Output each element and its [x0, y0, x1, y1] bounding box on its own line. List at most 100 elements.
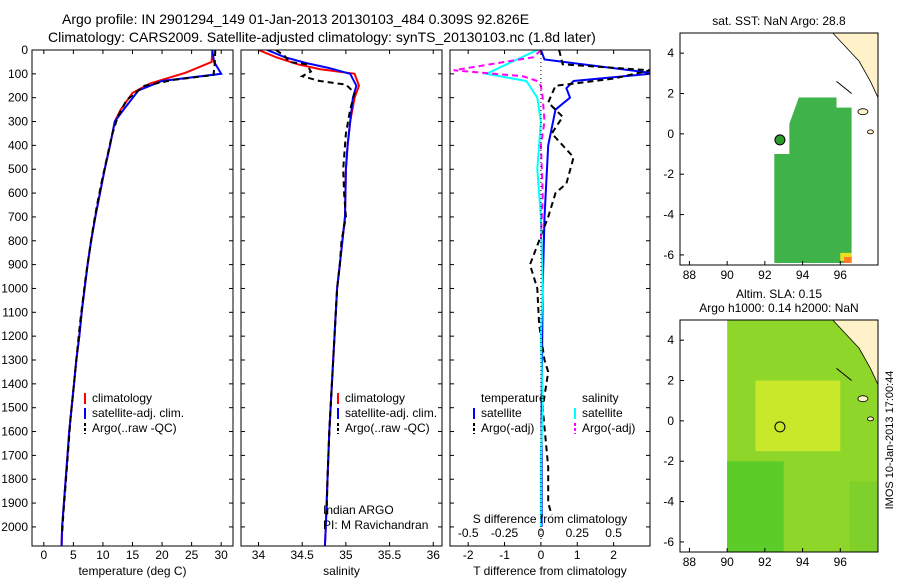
difference-legend-label: satellite — [582, 406, 623, 420]
sst-map-ytick-label: -4 — [663, 208, 674, 222]
sla-map-frame — [679, 319, 879, 553]
temperature-profile-ytick-label: 500 — [8, 162, 28, 176]
salinity-profile-xtick-label: 35.5 — [378, 548, 402, 562]
temperature-legend-label: Argo(..raw -QC) — [92, 421, 177, 435]
temperature-profile-xtick-label: 30 — [214, 548, 228, 562]
sst-map-ytick-label: 0 — [667, 127, 674, 141]
difference-legend-label: Argo(-adj) — [481, 421, 534, 435]
sst-map-xtick-label: 88 — [683, 268, 697, 282]
difference-profile-series-1 — [528, 50, 650, 516]
sla-map-ytick-label: 0 — [667, 414, 674, 428]
sst-map-xtick-label: 94 — [796, 268, 810, 282]
difference-legend-label: Argo(-adj) — [582, 421, 635, 435]
salinity-profile-series-0 — [258, 50, 361, 546]
difference-top-tick-label: 0.25 — [566, 526, 590, 540]
difference-profile-series-0 — [539, 50, 650, 527]
temperature-profile-ytick-label: 1100 — [2, 305, 28, 319]
temperature-profile-ytick-label: 1000 — [1, 281, 28, 295]
salinity-legend-label: climatology — [345, 391, 405, 405]
temperature-profile-ytick-label: 1200 — [1, 329, 28, 343]
temperature-profile-ytick-label: 800 — [8, 234, 28, 248]
temperature-profile-frame — [31, 49, 234, 547]
temperature-profile-ytick-label: 600 — [8, 186, 28, 200]
salinity-note-line2: PI: M Ravichandran — [323, 518, 428, 532]
temperature-profile-series-2 — [61, 50, 217, 535]
temperature-profile-ytick-label: 1800 — [1, 472, 28, 486]
difference-top-tick-label: 0.5 — [605, 526, 622, 540]
temperature-profile-xtick-label: 5 — [70, 548, 77, 562]
temperature-profile-xtick-label: 0 — [40, 548, 47, 562]
sst-map-island-simeulue — [836, 81, 852, 94]
sst-map-island-nias — [857, 108, 869, 116]
salinity-note-line1: Indian ARGO — [323, 503, 394, 517]
difference-profile-xtick-label: 2 — [610, 548, 617, 562]
sla-map-island-simeulue — [836, 368, 852, 381]
sla-map-xtick-label: 90 — [720, 555, 734, 569]
sla-map-title-1: Argo h1000: 0.14 h2000: NaN — [699, 301, 858, 315]
difference-top-tick-label: -0.5 — [458, 526, 479, 540]
temperature-profile-xtick-label: 10 — [96, 548, 110, 562]
sst-map-argo-point — [774, 134, 786, 146]
temperature-profile-xtick-label: 15 — [126, 548, 140, 562]
difference-legend-label: temperature — [481, 391, 546, 405]
salinity-profile-series-2 — [275, 50, 356, 516]
temperature-profile-ytick-label: 1500 — [1, 401, 28, 415]
difference-top-tick-label: -0.25 — [491, 526, 519, 540]
sla-map-ytick-label: -6 — [663, 535, 674, 549]
temperature-profile-ytick-label: 1600 — [1, 425, 28, 439]
temperature-profile-ytick-label: 1300 — [1, 353, 28, 367]
main-title-line1: Argo profile: IN 2901294_149 01-Jan-2013… — [62, 11, 530, 27]
sla-map-xtick-label: 88 — [683, 555, 697, 569]
sst-map-xtick-label: 92 — [758, 268, 772, 282]
temperature-profile-ytick-label: 900 — [8, 258, 28, 272]
difference-top-axis-label: S difference from climatology — [473, 512, 628, 526]
sla-map-ytick-label: -4 — [663, 495, 674, 509]
sst-map-xtick-label: 90 — [720, 268, 734, 282]
difference-profile-xtick-label: -2 — [463, 548, 474, 562]
sla-map-xtick-label: 92 — [758, 555, 772, 569]
difference-top-tick-label: 0 — [538, 526, 545, 540]
sst-map-frame — [679, 32, 879, 266]
difference-profile-series-3 — [453, 50, 546, 241]
difference-legend-label: salinity — [582, 391, 619, 405]
sst-map-land — [831, 32, 879, 98]
sla-map-xtick-label: 96 — [834, 555, 848, 569]
temperature-profile-xtick-label: 25 — [185, 548, 199, 562]
difference-profile-xtick-label: 1 — [574, 548, 581, 562]
sla-high-region — [755, 380, 841, 452]
salinity-profile-xtick-label: 34.5 — [290, 548, 314, 562]
sst-map-ytick-label: 4 — [667, 46, 674, 60]
temperature-profile-xlabel: temperature (deg C) — [78, 564, 186, 578]
temperature-legend-label: climatology — [92, 391, 152, 405]
sst-map-island-small — [867, 129, 874, 135]
temperature-profile-ytick-label: 1700 — [1, 448, 28, 462]
sst-map-ytick-label: -6 — [663, 248, 674, 262]
temperature-legend-label: satellite-adj. clim. — [92, 406, 184, 420]
salinity-profile-xtick-label: 36 — [427, 548, 441, 562]
temperature-profile-series-1 — [60, 50, 223, 546]
temperature-profile-xtick-label: 20 — [155, 548, 169, 562]
temperature-profile-ytick-label: 2000 — [1, 520, 28, 534]
sla-map-island-small — [867, 416, 874, 422]
sst-hot-patch — [844, 256, 852, 263]
difference-profile-xtick-label: -1 — [499, 548, 510, 562]
sst-map-xtick-label: 96 — [834, 268, 848, 282]
temperature-profile-ytick-label: 700 — [8, 210, 28, 224]
salinity-legend-label: satellite-adj. clim. — [345, 406, 437, 420]
difference-profile-series-2 — [483, 50, 544, 527]
salinity-profile-xtick-label: 34 — [252, 548, 266, 562]
temperature-profile-ytick-label: 1900 — [1, 496, 28, 510]
sst-field — [774, 97, 852, 263]
salinity-profile-xtick-label: 35 — [339, 548, 353, 562]
sst-map-ytick-label: -2 — [663, 167, 674, 181]
sst-map-title-0: sat. SST: NaN Argo: 28.8 — [712, 14, 846, 28]
temperature-profile-ytick-label: 200 — [8, 91, 28, 105]
sla-map-island-nias — [857, 395, 869, 403]
main-title-line2: Climatology: CARS2009. Satellite-adjuste… — [48, 29, 596, 45]
side-timestamp: IMOS 10-Jan-2013 17:00:44 — [884, 371, 896, 510]
sla-map-ytick-label: 4 — [667, 333, 674, 347]
salinity-profile-xlabel: salinity — [323, 564, 360, 578]
temperature-profile-ytick-label: 0 — [21, 43, 28, 57]
sla-right-region — [849, 481, 878, 552]
